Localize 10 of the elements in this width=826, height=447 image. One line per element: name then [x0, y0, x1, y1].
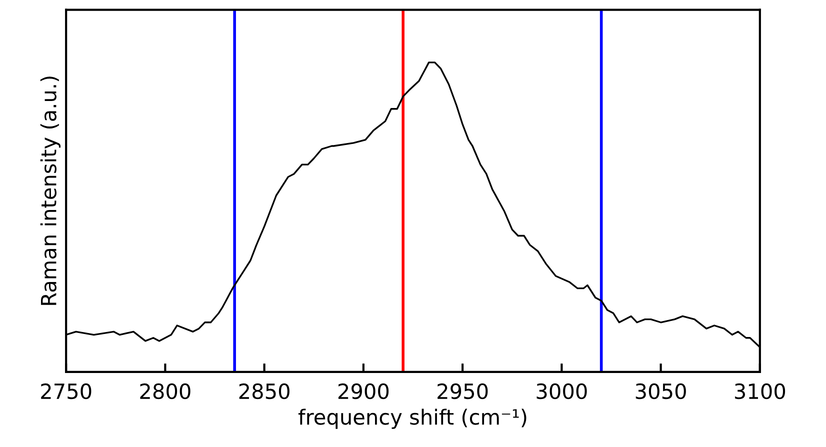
- x-tick-label: 2850: [239, 383, 290, 400]
- y-axis-title: Raman intensity (a.u.): [40, 76, 61, 305]
- x-tick-label: 3050: [636, 383, 686, 400]
- x-tick-label: 3000: [536, 383, 587, 400]
- x-tick-label: 2800: [140, 383, 190, 400]
- x-tick-label: 3100: [735, 383, 786, 400]
- x-axis-title: frequency shift (cm⁻¹): [298, 408, 526, 429]
- x-tick-label: 2750: [41, 383, 92, 400]
- x-tick-label: 2900: [338, 383, 389, 400]
- x-tick-label: 2950: [438, 383, 488, 400]
